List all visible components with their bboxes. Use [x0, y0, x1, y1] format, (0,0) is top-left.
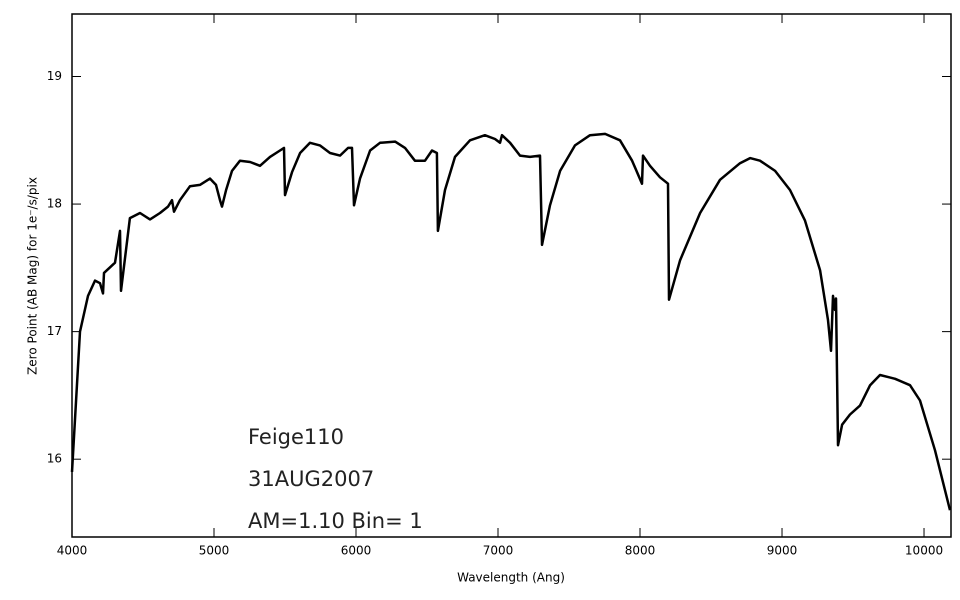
x-tick-label: 10000 — [905, 544, 943, 558]
y-axis-label: Zero Point (AB Mag) for 1e⁻/s/pix — [26, 177, 40, 375]
y-tick-label: 17 — [47, 324, 62, 338]
data-line — [70, 132, 952, 511]
x-tick-label: 7000 — [483, 544, 514, 558]
y-tick-label: 18 — [47, 197, 62, 211]
x-tick-label: 4000 — [57, 544, 88, 558]
x-axis-label: Wavelength (Ang) — [457, 571, 565, 585]
y-tick-label: 16 — [47, 452, 62, 466]
x-tick-label: 8000 — [625, 544, 656, 558]
annotation: 31AUG2007 — [248, 467, 374, 491]
x-tick-label: 6000 — [341, 544, 372, 558]
y-tick-label: 19 — [47, 69, 62, 83]
x-tick-label: 9000 — [767, 544, 798, 558]
annotation: AM=1.10 Bin= 1 — [248, 509, 423, 533]
plot-frame — [71, 13, 952, 538]
annotation: Feige110 — [248, 425, 344, 449]
x-tick-label: 5000 — [199, 544, 230, 558]
